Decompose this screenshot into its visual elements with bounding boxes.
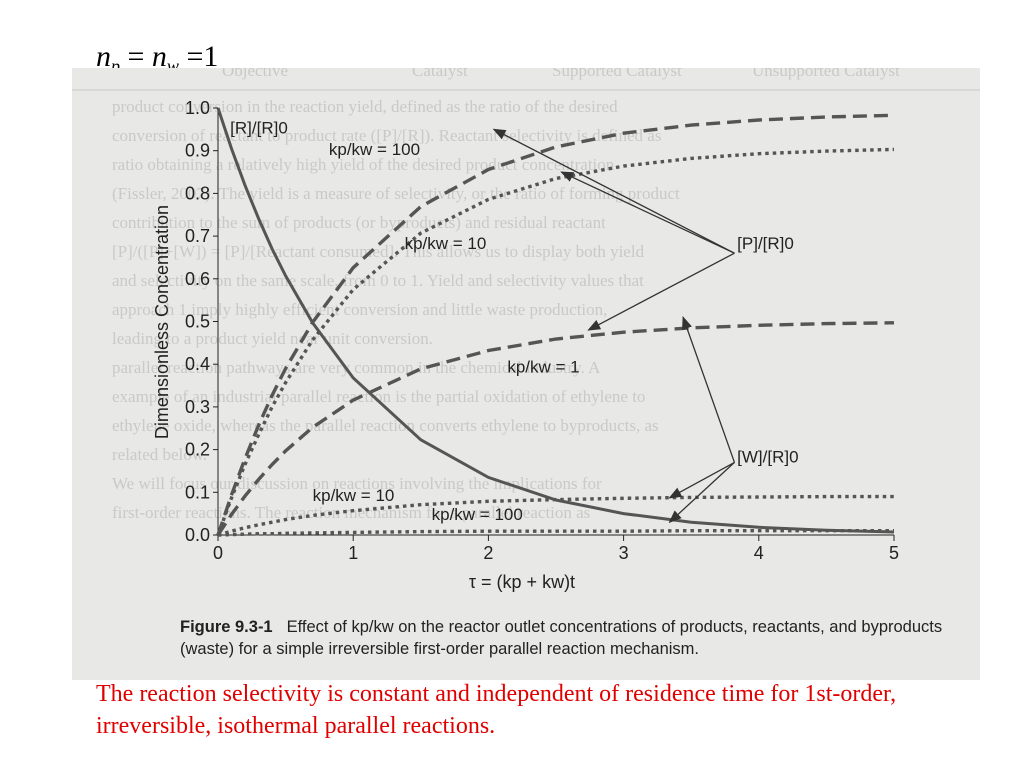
y-tick-label: 0.4 <box>185 354 210 374</box>
scanned-figure: Objective Catalyst Supported Catalyst Unsup… <box>72 68 980 680</box>
caption-text: Effect of kp/kw on the reactor outlet co… <box>180 618 943 658</box>
series-line <box>216 113 895 536</box>
bg-text-line: related below. <box>112 445 207 464</box>
y-tick-label: 0.5 <box>185 312 210 332</box>
slide-note: The reaction selectivity is constant and… <box>96 681 897 739</box>
annotation-label-kp1: kp/kw = 1 <box>507 358 579 377</box>
y-axis-label: Dimensionless Concentration <box>152 205 172 439</box>
series-layer <box>216 107 895 537</box>
y-tick-label: 0.3 <box>185 397 210 417</box>
y-tick-label: 0.2 <box>185 440 210 460</box>
annotation-arrow <box>587 252 735 331</box>
series-line <box>216 321 895 536</box>
x-tick-label: 1 <box>348 543 358 563</box>
y-tick-label: 0.8 <box>185 183 210 203</box>
annotation-label-w100: kp/kw = 100 <box>432 505 523 524</box>
annotation-arrow <box>682 316 736 463</box>
x-axis-label: τ = (kp + kw)t <box>469 572 575 592</box>
axes: 0.0 0.1 0.2 0.3 0.4 0.5 0.6 0.7 0.8 0.9 1.0 0 1 2 3 4 5 τ… <box>152 98 899 592</box>
series-line <box>217 529 894 537</box>
bg-text-line: leading to a product yield near unit con… <box>112 329 433 348</box>
y-tick-label: 0.1 <box>185 482 210 502</box>
annotation-arrow <box>560 171 735 254</box>
annotation-arrow <box>668 461 735 499</box>
bg-text-line: ethylene oxide, whereas the parallel rea… <box>112 416 659 435</box>
x-tick-label: 5 <box>889 543 899 563</box>
bg-text-line: contribution to the sum of products (or … <box>112 213 606 232</box>
bg-header-text: Objective <box>222 68 288 80</box>
annotations: [R]/[R]0 kp/kw = 100 kp/kw = 10 kp/kw = 1 [P… <box>230 119 798 524</box>
annotation-arrow <box>492 128 735 254</box>
annotation-label-w10: kp/kw = 10 <box>313 486 395 505</box>
annotation-label-p: [P]/[R]0 <box>737 234 794 253</box>
bg-text-line: approach 1 imply highly efficient conver… <box>112 300 607 319</box>
y-tick-label: 0.0 <box>185 525 210 545</box>
x-tick-label: 0 <box>213 543 223 563</box>
bg-text-line: and selectivity on the same scale, from … <box>112 271 644 290</box>
series-line <box>216 107 895 534</box>
y-tick-label: 0.6 <box>185 269 210 289</box>
y-tick-label: 0.7 <box>185 226 210 246</box>
figure-caption: Figure 9.3-1 Effect of kp/kw on the react… <box>180 616 960 660</box>
bg-text-line: product conversion in the reaction yield… <box>112 97 618 116</box>
bg-text-line: conversion of reactant to product rate (… <box>112 126 661 145</box>
annotation-label-kp100: kp/kw = 100 <box>329 140 420 159</box>
caption-label: Figure 9.3-1 <box>180 618 273 636</box>
bg-header-text: Catalyst <box>412 68 468 80</box>
bg-header-text: Supported Catalyst <box>552 68 682 80</box>
annotation-label-kp10: kp/kw = 10 <box>405 234 487 253</box>
x-tick-label: 2 <box>483 543 493 563</box>
annotation-label-r: [R]/[R]0 <box>230 119 288 138</box>
chart: Objective Catalyst Supported Catalyst Unsup… <box>72 68 980 592</box>
x-tick-label: 4 <box>754 543 764 563</box>
bg-text-line: parallel reaction pathways are very comm… <box>112 358 601 377</box>
bg-text-line: example of an industrial parallel reacti… <box>112 387 645 406</box>
y-tick-label: 0.9 <box>185 141 210 161</box>
y-tick-label: 1.0 <box>185 98 210 118</box>
annotation-arrow <box>668 461 735 524</box>
bg-text-line: (Fissler, 2007). The yield is a measure … <box>112 184 680 203</box>
bg-text-line: [P]/([P]+[W]) = [P]/[Reactant consumed].… <box>112 242 645 261</box>
annotation-label-w: [W]/[R]0 <box>737 447 798 466</box>
bg-header-text: Unsupported Catalyst <box>752 68 900 80</box>
slide-equation: np = nw =1 <box>96 40 219 76</box>
series-line <box>216 147 895 536</box>
x-tick-label: 3 <box>619 543 629 563</box>
